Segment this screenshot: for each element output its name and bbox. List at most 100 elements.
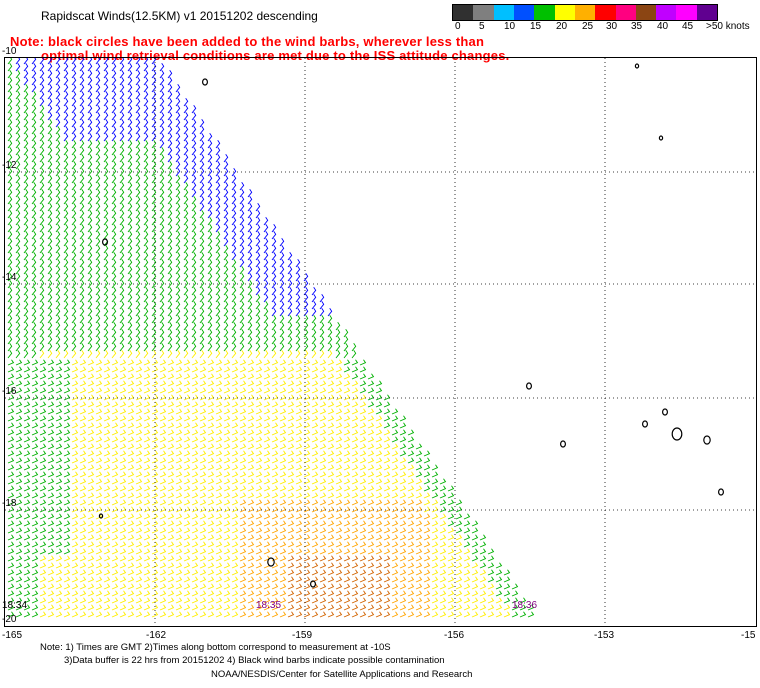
wind-barb	[287, 604, 295, 611]
wind-barb	[95, 217, 101, 226]
legend-swatch	[493, 5, 514, 20]
wind-barb	[271, 597, 279, 604]
wind-barb	[319, 350, 325, 359]
wind-barb	[63, 84, 69, 93]
wind-barb	[215, 266, 221, 275]
wind-barb	[7, 436, 15, 443]
wind-barb	[183, 485, 191, 492]
wind-barb	[287, 513, 295, 520]
wind-barb	[215, 182, 221, 191]
wind-barb	[415, 499, 423, 506]
wind-barb	[399, 513, 407, 520]
wind-barb	[287, 280, 293, 289]
wind-barb	[159, 590, 167, 597]
wind-barb	[231, 485, 239, 492]
wind-barb	[87, 562, 95, 569]
wind-barb	[143, 58, 149, 65]
wind-barb	[151, 457, 159, 464]
wind-barb	[119, 210, 125, 219]
wind-barb	[239, 576, 247, 583]
legend-label: 15	[530, 21, 542, 32]
wind-barb	[151, 401, 159, 408]
wind-barb	[87, 336, 93, 345]
wind-barb	[239, 604, 247, 611]
wind-barb	[23, 252, 29, 261]
wind-barb	[183, 224, 189, 233]
wind-barb	[7, 499, 15, 506]
wind-barb	[151, 562, 159, 569]
wind-barb	[79, 210, 85, 219]
wind-barb	[471, 548, 479, 555]
wind-barb	[335, 443, 343, 450]
wind-barb	[183, 534, 191, 541]
wind-barb	[31, 168, 37, 177]
wind-barb	[263, 499, 271, 506]
wind-barb	[183, 401, 191, 408]
wind-barb	[15, 133, 21, 142]
wind-barb	[231, 294, 237, 303]
wind-barb	[47, 322, 53, 331]
wind-barb	[247, 513, 255, 520]
wind-barb	[319, 548, 327, 555]
wind-barb	[55, 175, 61, 184]
wind-barb	[111, 252, 117, 261]
wind-barb	[223, 576, 231, 583]
wind-barb	[119, 189, 125, 198]
wind-barb	[295, 343, 301, 352]
wind-barb	[399, 597, 407, 604]
wind-barb	[263, 478, 271, 485]
wind-barb	[71, 98, 77, 107]
wind-barb	[23, 168, 29, 177]
wind-barb	[271, 499, 279, 506]
wind-barb	[39, 140, 45, 149]
wind-barb	[351, 506, 359, 513]
footer-note-2: 3)Data buffer is 22 hrs from 20151202 4)…	[64, 655, 445, 666]
wind-barb	[191, 168, 197, 177]
wind-barb	[167, 436, 175, 443]
wind-barb	[423, 450, 431, 457]
wind-barb	[103, 387, 111, 394]
wind-barb	[295, 408, 303, 415]
wind-barb	[103, 105, 109, 114]
wind-barb	[295, 464, 303, 471]
wind-barb	[55, 301, 61, 310]
wind-barb	[111, 203, 117, 212]
wind-barb	[167, 401, 175, 408]
wind-barb	[239, 408, 247, 415]
wind-barb	[23, 478, 31, 485]
wind-barb	[71, 322, 77, 331]
wind-barb	[167, 196, 173, 205]
wind-barb	[199, 415, 207, 422]
wind-barb	[151, 548, 159, 555]
wind-barb	[399, 471, 407, 478]
wind-barb	[71, 91, 77, 100]
wind-barb	[103, 415, 111, 422]
wind-barb	[199, 408, 207, 415]
wind-barb	[7, 520, 15, 527]
wind-barb	[127, 252, 133, 261]
wind-barb	[151, 245, 157, 254]
wind-barb	[335, 336, 341, 345]
wind-barb	[135, 492, 143, 499]
wind-barb	[15, 112, 21, 121]
wind-barb	[447, 492, 455, 499]
wind-barb	[247, 499, 255, 506]
wind-barb	[335, 450, 343, 457]
wind-barb	[79, 238, 85, 247]
wind-barb	[255, 562, 263, 569]
wind-barb	[319, 534, 327, 541]
wind-barb	[383, 576, 391, 583]
wind-barb	[143, 301, 149, 310]
wind-barb	[463, 548, 471, 555]
wind-barb	[55, 238, 61, 247]
wind-barb	[199, 350, 205, 359]
wind-barb	[71, 343, 77, 352]
wind-barb	[231, 527, 239, 534]
wind-barb	[279, 457, 287, 464]
wind-barb	[375, 534, 383, 541]
wind-barb	[383, 569, 391, 576]
wind-barb	[375, 513, 383, 520]
wind-barb	[239, 322, 245, 331]
wind-barb	[383, 499, 391, 506]
wind-barb	[79, 541, 87, 548]
